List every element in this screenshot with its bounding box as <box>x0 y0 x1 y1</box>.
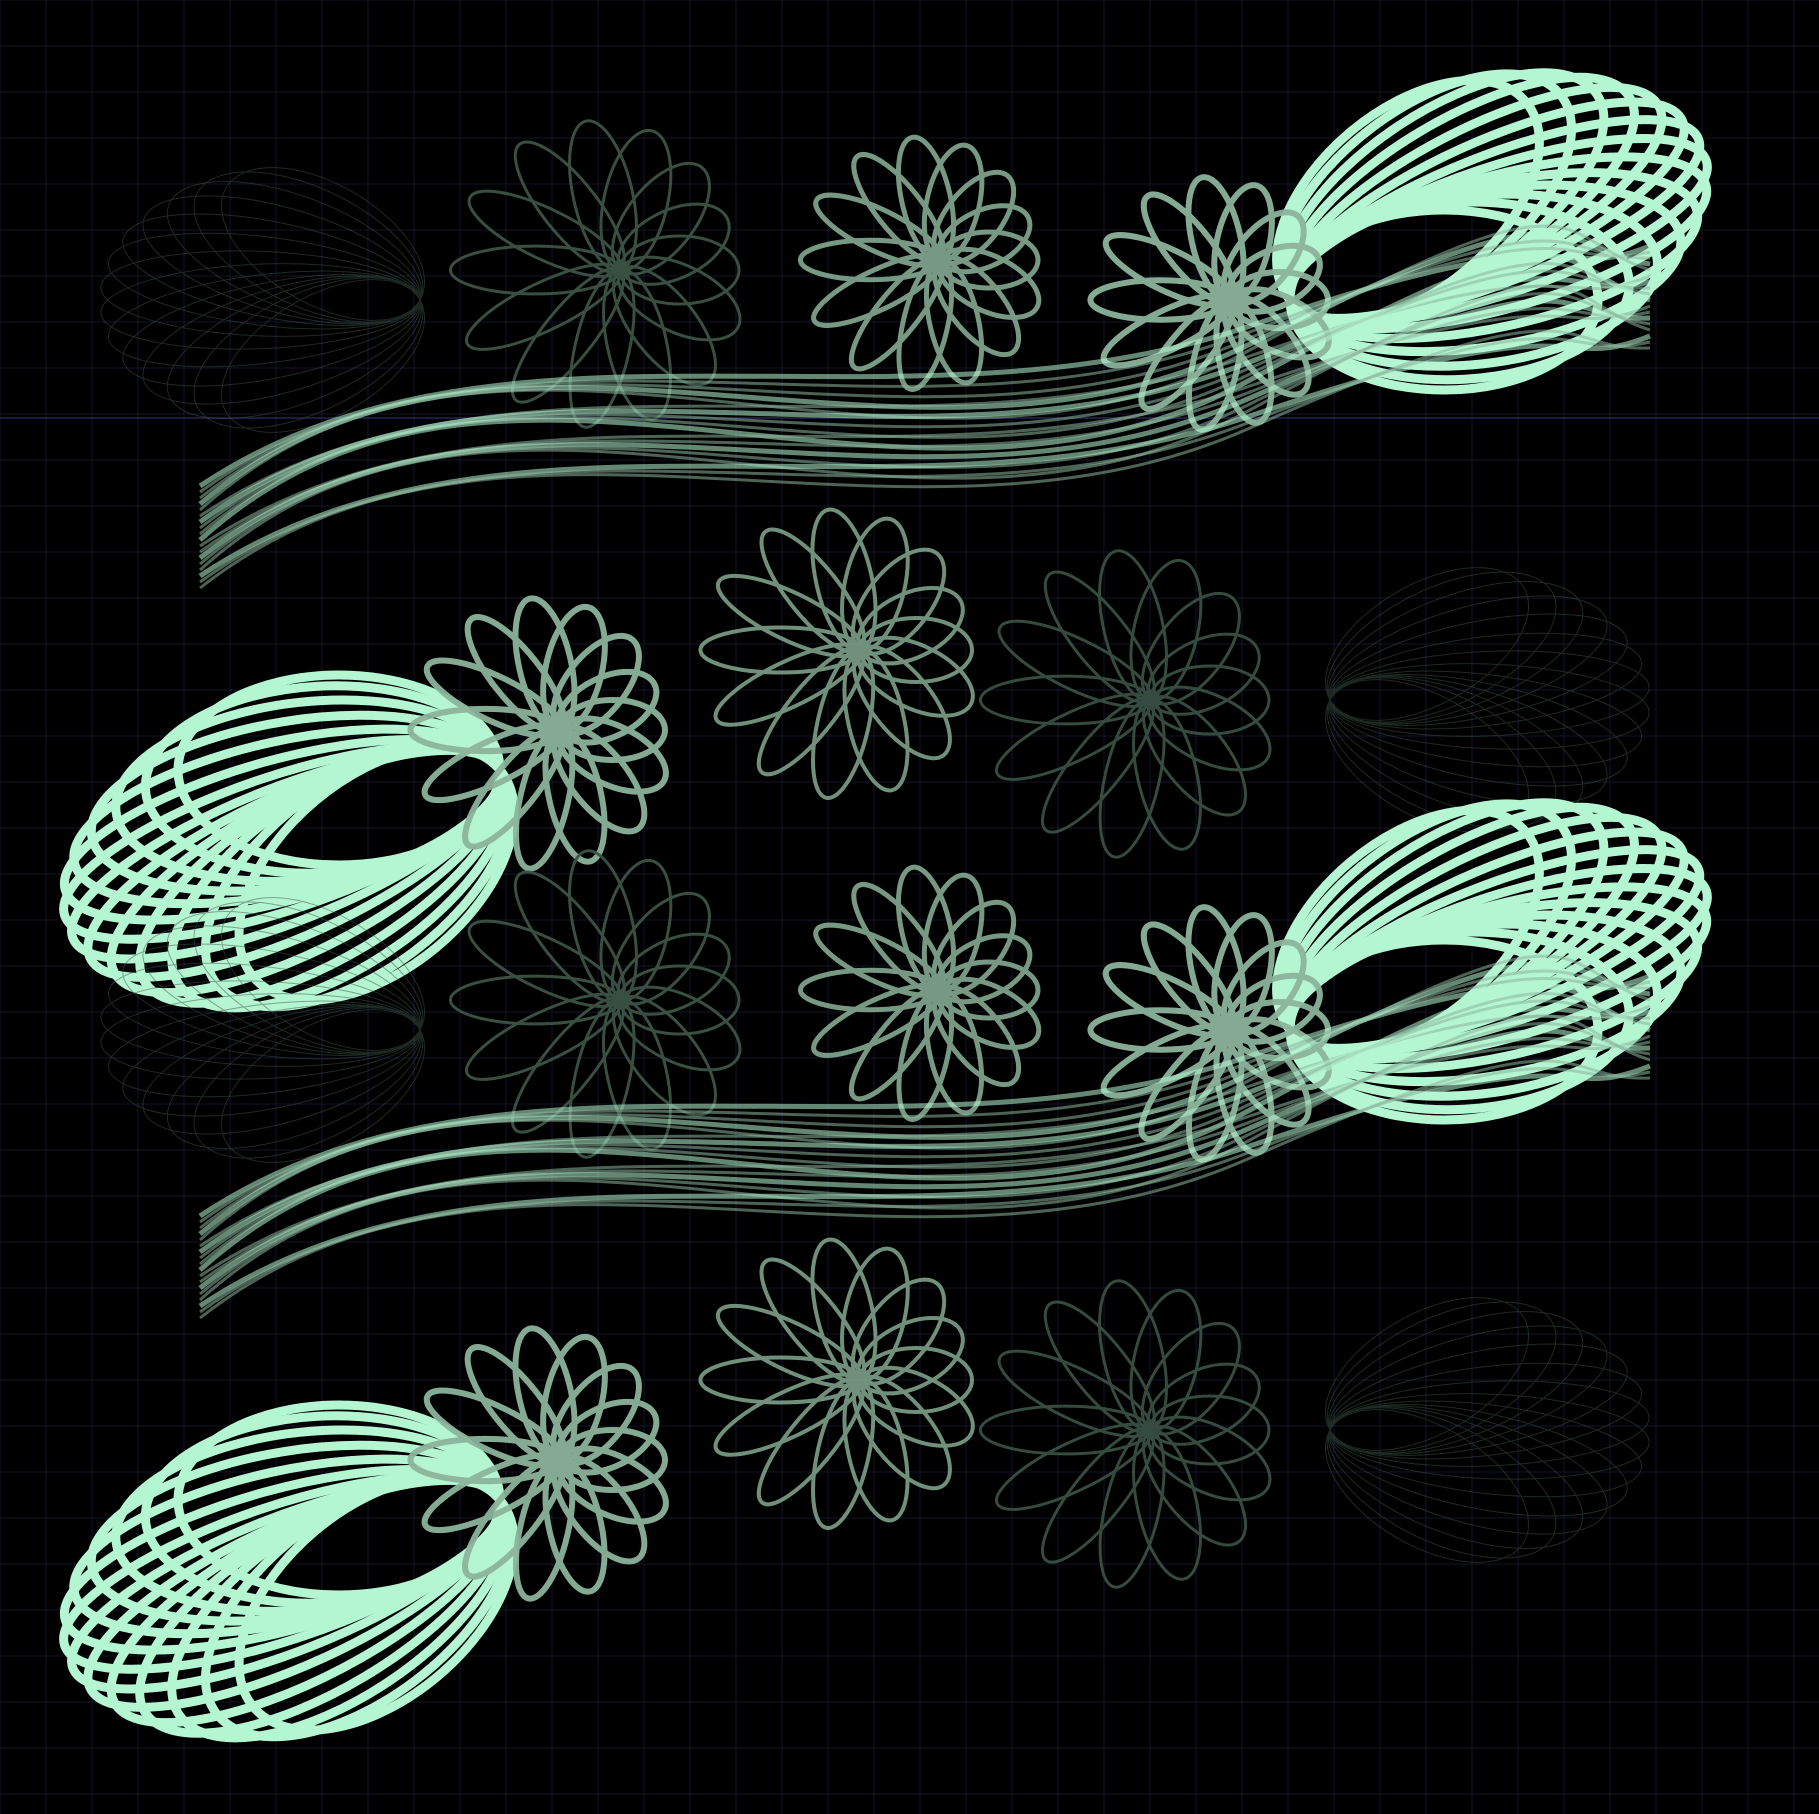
loop-ellipse <box>856 586 965 666</box>
loop-cluster <box>100 897 426 1163</box>
loop-ellipse <box>616 202 731 286</box>
loop-ellipse <box>935 933 1033 1005</box>
loop-cluster <box>1272 798 1712 1125</box>
loop-cluster <box>59 1400 519 1743</box>
loop-ellipse <box>616 255 742 342</box>
loop-ellipse <box>1146 1415 1272 1502</box>
loop-ellipse <box>107 232 421 330</box>
loop-ellipse <box>1146 632 1261 716</box>
loop-ellipse <box>935 203 1033 275</box>
ribbon-arcs <box>198 954 1651 1320</box>
loop-ellipse <box>856 1316 965 1396</box>
loop-ellipse <box>856 1365 975 1448</box>
ribbon-arc <box>198 284 1651 572</box>
loop-ellipse <box>555 668 660 746</box>
loop-ellipse <box>1329 1400 1643 1498</box>
loop-ellipse <box>220 897 426 1051</box>
loop-cluster <box>698 1237 975 1531</box>
loop-cluster <box>1324 1297 1650 1563</box>
loop-ellipse <box>1146 1362 1261 1446</box>
loop-ellipse <box>1329 670 1643 768</box>
loop-cluster <box>407 1325 669 1602</box>
loop-cluster <box>797 864 1042 1122</box>
loop-cluster <box>797 134 1042 392</box>
loop-ellipse <box>616 932 731 1016</box>
ribbon-arc <box>199 329 1651 590</box>
ribbon-arc <box>198 1014 1651 1302</box>
loop-ellipse <box>1324 1409 1530 1563</box>
loop-ellipse <box>856 635 975 718</box>
loop-ellipse <box>1329 632 1643 730</box>
loop-ellipse <box>220 167 426 321</box>
loop-cluster <box>407 595 669 872</box>
loop-ellipse <box>1225 242 1323 315</box>
loop-cluster <box>1272 68 1712 395</box>
ribbon-arcs <box>198 224 1651 590</box>
loop-cluster <box>978 549 1272 859</box>
loop-ellipse <box>107 270 421 368</box>
loop-ellipse <box>1146 685 1272 772</box>
ribbon-arc <box>198 253 1651 542</box>
loop-ellipse <box>107 962 421 1060</box>
ribbon-arc <box>198 983 1651 1272</box>
loop-clusters <box>59 68 1712 1743</box>
loop-ellipse <box>616 985 742 1072</box>
ribbon-arc <box>199 1059 1651 1320</box>
loop-ellipse <box>1225 972 1323 1045</box>
loop-cluster <box>100 167 426 433</box>
loop-ellipse <box>1329 1362 1643 1460</box>
loop-cluster <box>1324 567 1650 833</box>
loop-cluster <box>448 119 742 429</box>
loop-cluster <box>978 1279 1272 1589</box>
loop-cluster <box>698 507 975 801</box>
loop-ellipse <box>555 1398 660 1476</box>
